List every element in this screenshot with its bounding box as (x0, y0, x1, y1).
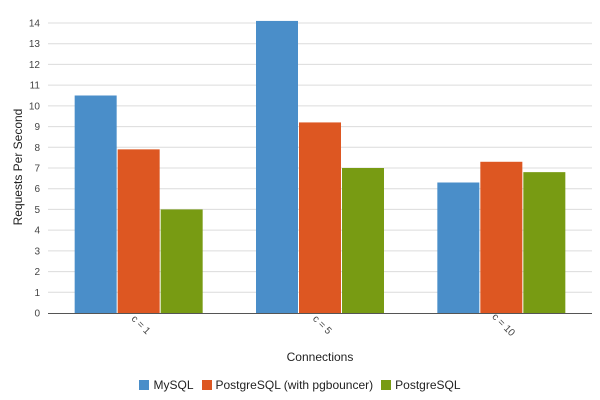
x-tick-label: c = 1 (129, 314, 153, 338)
bar-postgresql-2 (342, 168, 384, 313)
y-tick-label: 0 (34, 309, 40, 320)
y-tick-label: 4 (34, 226, 40, 237)
bar-postgresql-with-pgbouncer-1 (117, 149, 160, 313)
legend: MySQL PostgreSQL (with pgbouncer) PostgreS… (0, 378, 600, 392)
y-tick-label: 9 (34, 122, 40, 133)
y-tick-label: 5 (34, 205, 40, 216)
bar-postgresql-1 (160, 209, 203, 313)
y-axis-title: Requests Per Second (11, 109, 25, 226)
bar-mysql-2 (256, 20, 298, 314)
bar-postgresql-3 (523, 172, 566, 313)
legend-swatch (381, 380, 392, 390)
y-tick-label: 1 (34, 288, 40, 299)
x-axis-title: Connections (287, 350, 354, 364)
legend-item[interactable]: PostgreSQL (with pgbouncer) (201, 378, 374, 392)
x-tick-label: c = 5 (310, 314, 334, 338)
legend-label: MySQL (153, 378, 194, 392)
bars (74, 20, 566, 314)
bar-mysql-3 (437, 182, 480, 313)
bar-mysql-1 (74, 95, 117, 313)
y-tick-label: 8 (34, 143, 40, 154)
legend-item[interactable]: MySQL (139, 378, 194, 392)
x-tick-label: c = 10 (489, 312, 517, 340)
y-tick-label: 7 (34, 164, 40, 175)
legend-swatch (139, 380, 150, 390)
bar-postgresql-with-pgbouncer-2 (299, 122, 341, 313)
legend-label: PostgreSQL (395, 378, 461, 392)
legend-swatch (201, 380, 212, 390)
y-tick-label: 3 (34, 246, 40, 257)
x-axis-ticks: c = 1 c = 5 c = 10 (129, 312, 517, 340)
y-tick-label: 14 (29, 19, 41, 30)
y-tick-label: 2 (34, 267, 40, 278)
legend-item[interactable]: PostgreSQL (381, 378, 461, 392)
y-tick-label: 6 (34, 184, 40, 195)
bar-postgresql-with-pgbouncer-3 (480, 161, 523, 313)
legend-label: PostgreSQL (with pgbouncer) (215, 378, 374, 392)
y-tick-label: 11 (30, 81, 41, 92)
y-tick-label: 10 (29, 101, 41, 112)
y-tick-label: 12 (29, 60, 41, 71)
y-tick-label: 13 (29, 39, 41, 50)
